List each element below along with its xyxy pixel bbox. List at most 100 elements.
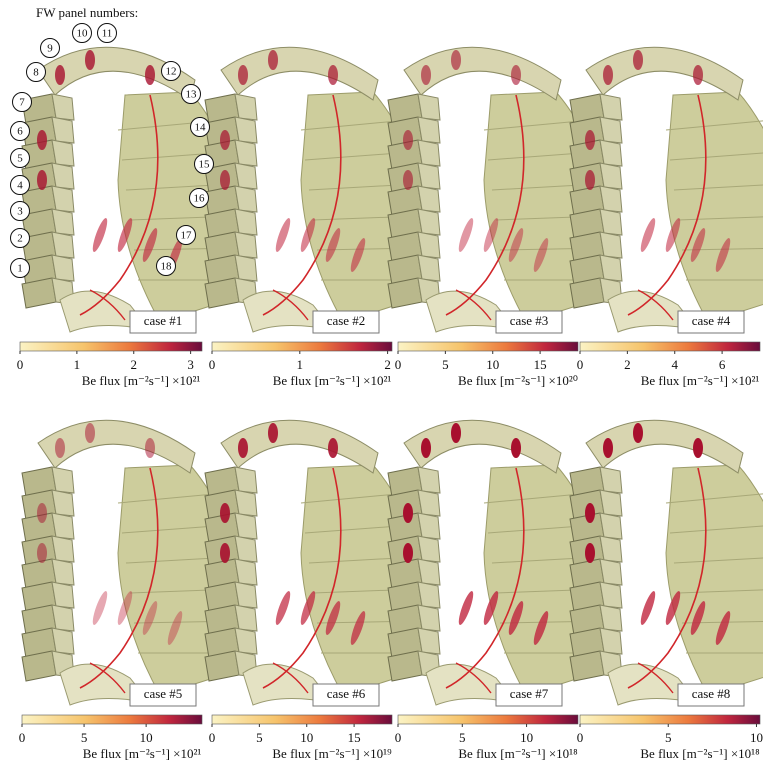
left-tile bbox=[52, 536, 74, 562]
case-label: case #1 bbox=[144, 313, 183, 328]
left-tile bbox=[600, 559, 622, 585]
deposition-spot bbox=[693, 65, 703, 85]
deposition-spot bbox=[85, 423, 95, 443]
deposition-spot bbox=[403, 170, 413, 190]
case-label: case #6 bbox=[327, 686, 366, 701]
deposition-spot bbox=[603, 438, 613, 458]
left-tile bbox=[52, 513, 74, 539]
panel-number: 10 bbox=[77, 28, 89, 40]
left-tile bbox=[52, 628, 74, 654]
case-label: case #4 bbox=[692, 313, 731, 328]
colorbar-tick-label: 10 bbox=[750, 730, 763, 745]
colorbar-tick-label: 15 bbox=[348, 730, 361, 745]
deposition-spot bbox=[638, 217, 658, 254]
left-tile bbox=[205, 651, 239, 681]
deposition-spot bbox=[273, 217, 293, 254]
colorbar-tick-label: 0 bbox=[209, 730, 216, 745]
colorbar-tick-label: 2 bbox=[131, 357, 138, 372]
panel-number: 15 bbox=[199, 159, 211, 171]
left-tile bbox=[235, 209, 257, 235]
deposition-spot bbox=[511, 438, 521, 458]
colorbar-tick-label: 10 bbox=[520, 730, 533, 745]
left-tile bbox=[52, 232, 74, 258]
left-tile bbox=[235, 628, 257, 654]
left-tile bbox=[418, 209, 440, 235]
deposition-spot bbox=[238, 438, 248, 458]
deposition-spot bbox=[403, 130, 413, 150]
left-tile bbox=[235, 559, 257, 585]
left-tile bbox=[418, 490, 440, 516]
panel-number: 6 bbox=[17, 126, 23, 138]
left-tile bbox=[418, 559, 440, 585]
deposition-spot bbox=[145, 65, 155, 85]
colorbar-label: Be flux [m⁻²s⁻¹] ×10²¹ bbox=[83, 746, 202, 761]
colorbar bbox=[20, 342, 202, 351]
deposition-spot bbox=[55, 65, 65, 85]
colorbar-tick-label: 5 bbox=[459, 730, 466, 745]
colorbar-label: Be flux [m⁻²s⁻¹] ×10²¹ bbox=[82, 373, 201, 388]
colorbar-tick-label: 3 bbox=[187, 357, 194, 372]
case-label: case #7 bbox=[510, 686, 549, 701]
left-tile bbox=[570, 651, 604, 681]
deposition-spot bbox=[403, 503, 413, 523]
left-tile bbox=[235, 117, 257, 143]
left-tile bbox=[600, 140, 622, 166]
deposition-spot bbox=[328, 438, 338, 458]
colorbar-tick-label: 0 bbox=[17, 357, 24, 372]
deposition-spot bbox=[603, 65, 613, 85]
panel-number: 18 bbox=[161, 261, 173, 273]
left-tile bbox=[235, 490, 257, 516]
colorbar-label: Be flux [m⁻²s⁻¹] ×10¹⁹ bbox=[272, 746, 392, 761]
deposition-spot bbox=[220, 503, 230, 523]
colorbar-tick-label: 0 bbox=[19, 730, 26, 745]
panel-number: 3 bbox=[17, 206, 23, 218]
left-tile bbox=[235, 163, 257, 189]
deposition-spot bbox=[638, 590, 658, 627]
deposition-spot bbox=[220, 543, 230, 563]
left-tile bbox=[235, 186, 257, 212]
deposition-spot bbox=[268, 423, 278, 443]
deposition-spot bbox=[37, 170, 47, 190]
left-tile bbox=[600, 94, 622, 120]
panel-number: 17 bbox=[181, 230, 193, 242]
colorbar bbox=[580, 715, 760, 724]
colorbar-tick-label: 0 bbox=[209, 357, 216, 372]
deposition-spot bbox=[90, 590, 110, 627]
colorbar-tick-label: 0 bbox=[577, 730, 584, 745]
deposition-spot bbox=[421, 438, 431, 458]
deposition-spot bbox=[456, 590, 476, 627]
left-tile bbox=[600, 536, 622, 562]
left-tile bbox=[235, 255, 257, 281]
left-tile bbox=[418, 467, 440, 493]
left-tile bbox=[388, 278, 422, 308]
left-tile bbox=[600, 628, 622, 654]
deposition-spot bbox=[693, 438, 703, 458]
left-tile bbox=[418, 628, 440, 654]
colorbar-tick-label: 10 bbox=[486, 357, 499, 372]
left-tile bbox=[22, 278, 56, 308]
deposition-spot bbox=[273, 590, 293, 627]
colorbar-tick-label: 10 bbox=[300, 730, 313, 745]
colorbar bbox=[212, 715, 392, 724]
colorbar-tick-label: 0 bbox=[395, 730, 402, 745]
deposition-spot bbox=[511, 65, 521, 85]
left-tile bbox=[600, 209, 622, 235]
left-tile bbox=[235, 232, 257, 258]
colorbar-tick-label: 5 bbox=[442, 357, 449, 372]
case-label: case #8 bbox=[692, 686, 731, 701]
left-tile bbox=[418, 140, 440, 166]
colorbar-label: Be flux [m⁻²s⁻¹] ×10¹⁸ bbox=[458, 746, 578, 761]
left-tile bbox=[52, 186, 74, 212]
panel-number: 11 bbox=[102, 28, 113, 40]
left-tile bbox=[235, 536, 257, 562]
heading: FW panel numbers: bbox=[36, 5, 138, 20]
colorbar-tick-label: 2 bbox=[384, 357, 391, 372]
colorbar-tick-label: 5 bbox=[256, 730, 263, 745]
deposition-spot bbox=[451, 50, 461, 70]
deposition-spot bbox=[37, 503, 47, 523]
panel-number: 16 bbox=[194, 193, 206, 205]
left-tile bbox=[600, 467, 622, 493]
left-tile bbox=[418, 582, 440, 608]
vessel-render: case #8 bbox=[570, 420, 763, 706]
left-tile bbox=[570, 278, 604, 308]
